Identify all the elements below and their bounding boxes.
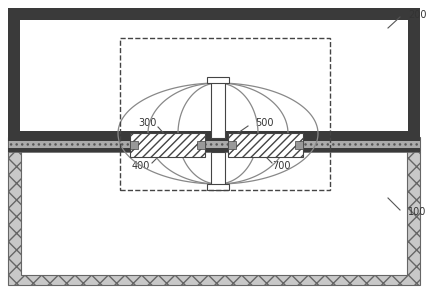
- Bar: [21, 150, 407, 275]
- Bar: [120, 38, 330, 190]
- Bar: [228, 133, 303, 157]
- Bar: [8, 137, 420, 141]
- Text: 500: 500: [255, 118, 273, 128]
- Bar: [130, 141, 138, 149]
- Bar: [408, 8, 420, 138]
- Bar: [197, 141, 205, 149]
- Bar: [228, 141, 236, 149]
- Bar: [8, 8, 420, 20]
- Text: 100: 100: [408, 207, 426, 217]
- Bar: [207, 77, 229, 83]
- Bar: [8, 138, 420, 152]
- Bar: [20, 20, 408, 131]
- Text: 300: 300: [139, 118, 157, 128]
- Bar: [8, 131, 420, 138]
- Bar: [211, 152, 225, 190]
- Bar: [207, 184, 229, 190]
- Bar: [8, 137, 420, 285]
- Text: 200: 200: [408, 10, 427, 20]
- Bar: [8, 148, 420, 152]
- Bar: [295, 141, 303, 149]
- Bar: [8, 8, 20, 138]
- Text: 700: 700: [272, 161, 291, 171]
- Bar: [211, 78, 225, 138]
- Bar: [130, 133, 205, 157]
- Text: 400: 400: [132, 161, 150, 171]
